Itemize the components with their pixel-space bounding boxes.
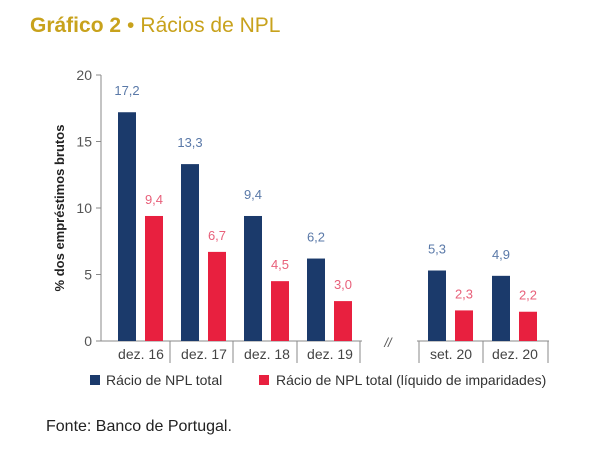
bar-npl-total [307, 258, 325, 341]
data-label-npl-net: 4,5 [271, 257, 289, 272]
data-label-npl-total: 5,3 [428, 242, 446, 257]
bar-npl-net [334, 301, 352, 341]
legend-swatch-npl-net [259, 375, 269, 385]
bar-npl-total [244, 215, 262, 341]
y-tick-label: 10 [76, 200, 92, 216]
npl-ratio-bar-chart: 0 5 10 15 20 % dos empréstimos brutos // dez. 1… [52, 67, 549, 388]
chart-title: Gráfico 2 • Rácios de NPL [30, 14, 280, 38]
y-axis-title: % dos empréstimos brutos [52, 125, 67, 292]
bar-npl-net [519, 311, 537, 341]
bar-npl-total [181, 164, 199, 341]
chart-title-text: Rácios de NPL [140, 14, 281, 37]
y-tick-label: 15 [76, 134, 92, 150]
legend-label-npl-net: Rácio de NPL total (líquido de imparidad… [276, 372, 546, 388]
y-tick-label: 20 [76, 67, 92, 83]
data-label-npl-total: 9,4 [244, 187, 262, 202]
bar-npl-net [271, 281, 289, 341]
data-label-npl-total: 4,9 [492, 247, 510, 262]
bar-npl-total [492, 275, 510, 341]
source-note: Fonte: Banco de Portugal. [46, 418, 232, 435]
data-label-npl-net: 6,7 [208, 228, 226, 243]
bar-npl-net [208, 251, 226, 341]
x-tick-label: dez. 19 [307, 346, 353, 362]
x-tick-label: dez. 16 [118, 346, 164, 362]
bar-npl-total [428, 270, 446, 341]
axis-break-marker: // [383, 335, 393, 350]
data-label-npl-net: 2,3 [455, 286, 473, 301]
data-label-npl-net: 3,0 [334, 277, 352, 292]
data-label-npl-total: 6,2 [307, 230, 325, 245]
legend-swatch-npl-total [90, 375, 100, 385]
data-label-npl-net: 2,2 [519, 288, 537, 303]
data-label-npl-net: 9,4 [145, 192, 163, 207]
x-tick-label: dez. 20 [492, 346, 538, 362]
bar-npl-net [455, 310, 473, 341]
data-label-npl-total: 13,3 [177, 135, 202, 150]
x-tick-label: set. 20 [430, 346, 472, 362]
chart-number: Gráfico 2 [30, 14, 122, 37]
bar-npl-net [145, 215, 163, 341]
y-tick-label: 0 [84, 333, 92, 349]
data-label-npl-total: 17,2 [114, 83, 139, 98]
title-separator: • [127, 14, 135, 37]
legend-label-npl-total: Rácio de NPL total [106, 372, 222, 388]
y-tick-label: 5 [84, 267, 92, 283]
x-tick-label: dez. 17 [181, 346, 227, 362]
bar-npl-total [118, 112, 136, 342]
x-tick-label: dez. 18 [244, 346, 290, 362]
